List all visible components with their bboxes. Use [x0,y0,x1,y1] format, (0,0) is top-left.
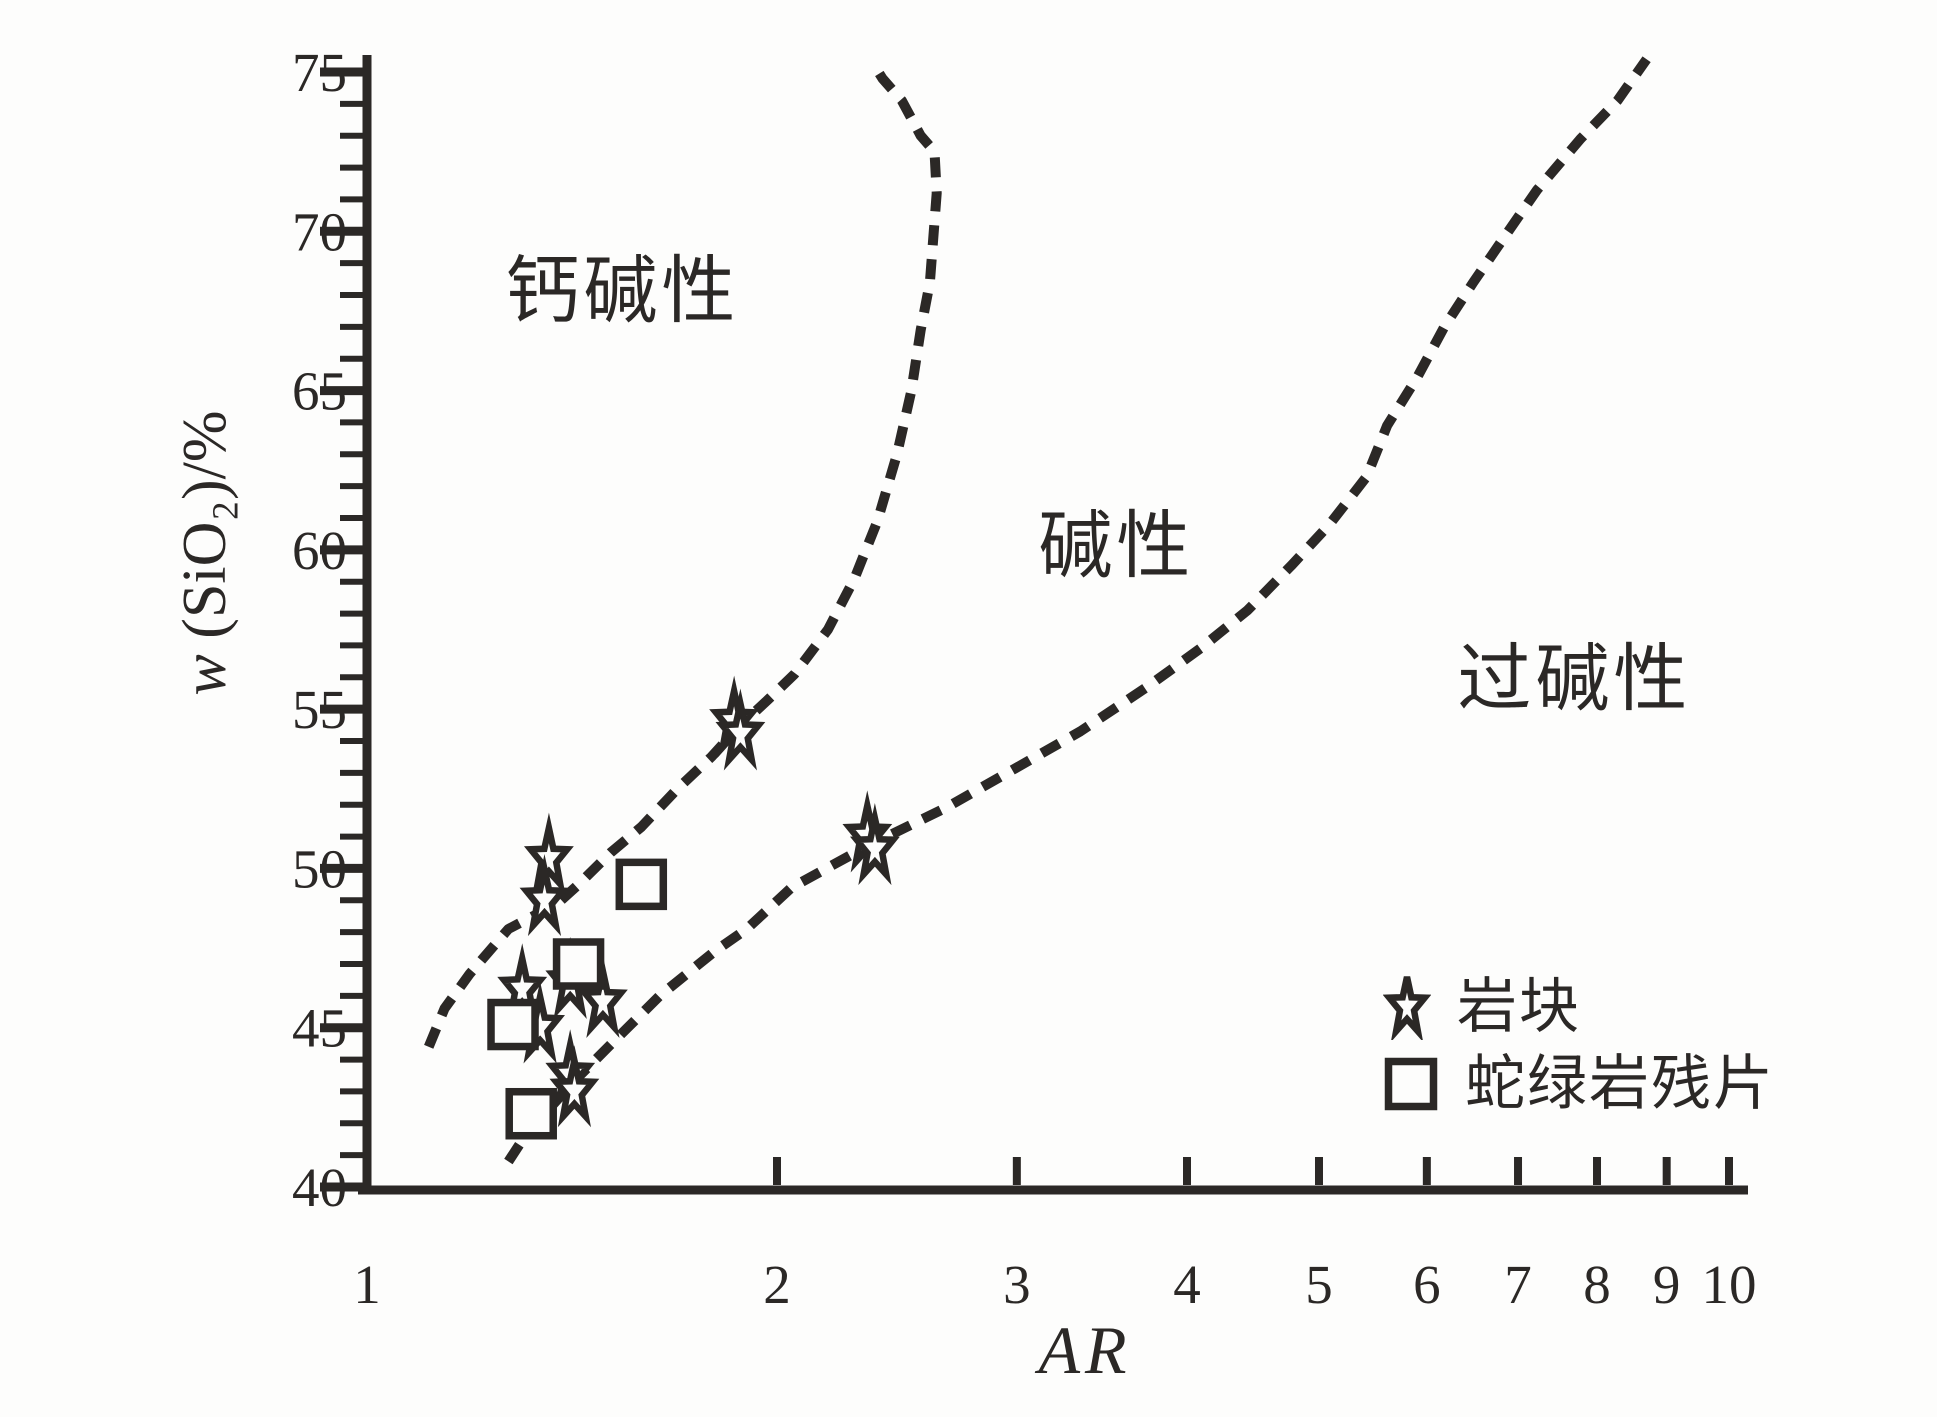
region-label-alkaline: 碱性 [1038,505,1195,588]
y-tick-label: 75 [292,42,347,103]
y-tick-label: 40 [292,1157,347,1218]
star-marker [523,812,574,895]
y-tick-label: 65 [292,361,347,422]
calc-alkaline-alkaline-boundary [424,59,942,1049]
x-tick-label: 8 [1583,1254,1611,1315]
y-tick-label: 45 [292,998,347,1059]
y-axis-title-units: (SiO₂)/% [171,410,239,655]
x-tick-label: 5 [1305,1254,1333,1315]
x-tick-label: 2 [763,1254,791,1315]
legend-label-rock-blocks: 岩块 [1457,974,1581,1040]
x-tick-label: 10 [1702,1254,1757,1315]
y-tick-label: 50 [292,838,347,899]
star-marker [549,1045,600,1128]
alkaline-peralkaline-boundary [504,56,1651,1165]
star-marker [849,803,900,886]
y-axis-title-variable: w [171,654,239,696]
y-axis-title: w (SiO₂)/% [171,410,239,696]
legend-item-ophiolite-fragments: 蛇绿岩残片 [1383,1054,1775,1114]
star-marker [577,955,628,1039]
square-marker [552,938,605,990]
star-marker [715,688,766,771]
legend-label-ophiolite-fragments: 蛇绿岩残片 [1465,1051,1775,1117]
x-tick-label: 3 [1003,1254,1031,1315]
star-icon [1383,976,1431,1040]
x-tick-label: 4 [1173,1254,1201,1315]
x-tick-label: 6 [1413,1254,1441,1315]
y-tick-label: 60 [292,520,347,581]
star-glyph [1383,976,1431,1040]
region-label-calc-alkaline: 钙碱性 [505,250,740,333]
legend: 岩块 蛇绿岩残片 [1383,974,1775,1114]
legend-item-rock-blocks: 岩块 [1383,974,1775,1040]
x-axis-title: AR [1038,1312,1132,1388]
y-tick-label: 70 [292,201,347,262]
x-tick-label: 7 [1504,1254,1532,1315]
x-tick-label: 9 [1653,1254,1681,1315]
region-label-peralkaline: 过碱性 [1457,639,1692,722]
square-glyph [1384,1057,1438,1111]
y-tick-label: 55 [292,679,347,740]
square-marker [487,998,539,1051]
square-marker [505,1087,557,1140]
star-marker [519,854,570,937]
square-icon [1384,1057,1438,1111]
square-marker [615,858,668,911]
x-tick-label: 1 [353,1254,381,1315]
